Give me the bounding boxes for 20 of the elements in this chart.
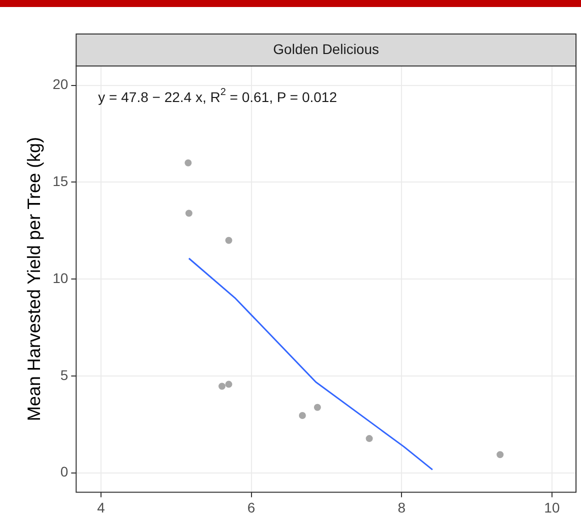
x-tick-label: 4: [97, 499, 106, 516]
y-axis-title: Mean Harvested Yield per Tree (kg): [24, 137, 44, 422]
point: [185, 210, 192, 217]
point: [496, 451, 504, 458]
x-tick-label: 8: [398, 499, 406, 516]
x-tick-label: 6: [247, 499, 256, 516]
point: [366, 435, 373, 442]
point: [184, 159, 192, 166]
point: [218, 382, 226, 390]
point: [298, 412, 306, 419]
point: [314, 404, 321, 411]
point: [225, 380, 232, 388]
x-tick-label: 10: [544, 499, 560, 516]
chart-title: Golden Delicious: [273, 40, 380, 57]
y-tick-label: 15: [52, 173, 68, 190]
y-tick-label: 0: [60, 464, 68, 480]
point: [225, 236, 232, 244]
y-tick-label: 5: [60, 366, 68, 383]
y-tick-label: 10: [52, 270, 68, 286]
y-tick-label: 20: [52, 76, 68, 92]
